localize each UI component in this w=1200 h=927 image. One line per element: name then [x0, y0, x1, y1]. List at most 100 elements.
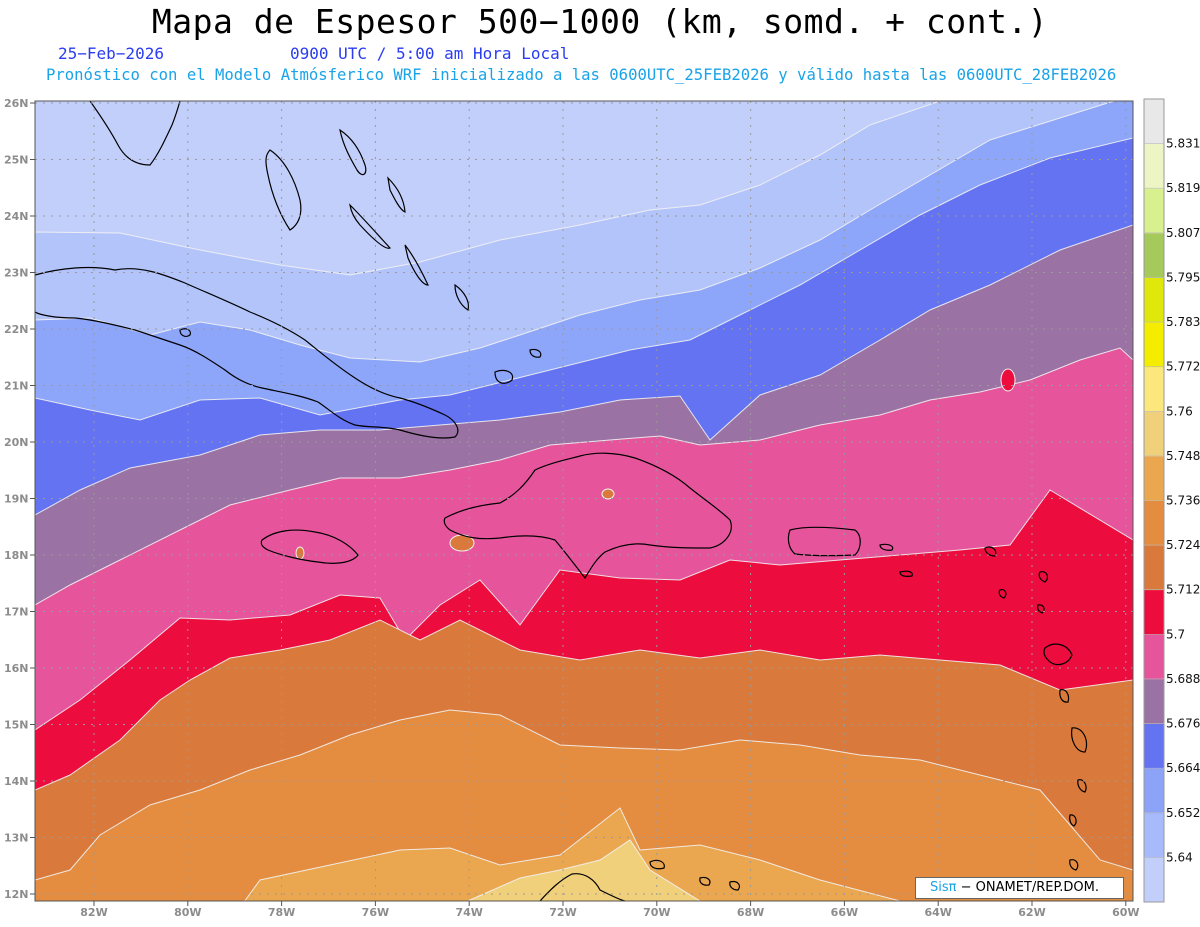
credit-box: Sisπ − ONAMET/REP.DOM. [915, 877, 1124, 899]
lat-label: 12N [4, 888, 29, 901]
colorbar-swatch [1144, 857, 1164, 903]
coastline-acklins [454, 283, 470, 311]
colorbar-label: 5.831 [1166, 137, 1200, 151]
colorbar-swatch [1144, 723, 1164, 769]
colorbar-label: 5.724 [1166, 538, 1200, 552]
lon-label: 76W [362, 906, 389, 919]
lon-label: 64W [924, 906, 951, 919]
forecast-date: 25−Feb−2026 [58, 44, 164, 63]
thickness-contour-fill [35, 101, 1133, 901]
coastline-south-america [539, 873, 626, 901]
coastline-st-croix [899, 570, 913, 577]
coastline-andros [265, 149, 302, 231]
lat-label: 14N [4, 775, 29, 788]
colorbar-swatch [1144, 589, 1164, 635]
coastline-bonaire [699, 876, 711, 886]
colorbar-swatch [1144, 99, 1164, 145]
colorbar-label: 5.64 [1166, 850, 1193, 864]
coastline-exuma [349, 203, 392, 249]
colorbar-swatch [1144, 455, 1164, 501]
coastline-guadeloupe [1043, 643, 1073, 666]
colorbar-swatch [1144, 500, 1164, 546]
coastline-isla-juventud [179, 328, 191, 337]
colorbar-label: 5.664 [1166, 761, 1200, 775]
coastlines [35, 101, 1088, 901]
forecast-time: 0900 UTC / 5:00 am Hora Local [290, 44, 570, 63]
coastline-grenada [1069, 859, 1079, 871]
colorbar-swatch [1144, 812, 1164, 858]
lat-label: 22N [4, 323, 29, 336]
lon-label: 68W [737, 906, 764, 919]
lon-label: 82W [80, 906, 107, 919]
coastline-turks [529, 348, 542, 358]
lat-label: 19N [4, 493, 29, 506]
thickness-band-5_760 [467, 839, 702, 901]
lat-label: 18N [4, 549, 29, 562]
colorbar-swatch [1144, 366, 1164, 412]
lat-label: 20N [4, 436, 29, 449]
colorbar-label: 5.795 [1166, 270, 1200, 284]
lat-lon-grid [35, 101, 1133, 901]
coastline-martinique [1071, 727, 1088, 753]
coastline-inagua [494, 369, 514, 384]
coastline-hispaniola [443, 452, 732, 580]
thickness-pocket [295, 546, 305, 560]
coastline-long-island [404, 244, 429, 286]
lat-label: 16N [4, 662, 29, 675]
colorbar-label: 5.748 [1166, 449, 1200, 463]
colorbar-label: 5.807 [1166, 226, 1200, 240]
lat-label: 25N [4, 154, 29, 167]
lon-label: 72W [549, 906, 576, 919]
lon-label: 74W [455, 906, 482, 919]
coastline-margarita [729, 880, 741, 891]
lat-label: 24N [4, 210, 29, 223]
thickness-pocket [601, 488, 615, 500]
coastline-antigua [1038, 571, 1049, 583]
colorbar-swatch [1144, 411, 1164, 457]
coastline-st-vincent [1069, 814, 1077, 827]
lat-label: 23N [4, 267, 29, 280]
colorbar-swatch [1144, 188, 1164, 234]
thickness-band-5_748 [244, 807, 904, 901]
coastline-cat-island [387, 176, 406, 213]
lat-label: 13N [4, 832, 29, 845]
map-frame [34, 100, 1134, 902]
lat-label: 26N [4, 97, 29, 110]
colorbar-label: 5.712 [1166, 583, 1200, 597]
colorbar-swatch [1144, 768, 1164, 814]
coastline-jamaica [260, 529, 359, 564]
colorbar-label: 5.736 [1166, 494, 1200, 508]
colorbar-swatch [1144, 232, 1164, 278]
thickness-band-5_736 [35, 709, 1133, 901]
colorbar-label: 5.688 [1166, 672, 1200, 686]
colorbar-label: 5.772 [1166, 360, 1200, 374]
colorbar-swatch [1144, 634, 1164, 680]
coastline-anguilla [984, 546, 997, 557]
lon-label: 80W [174, 906, 201, 919]
coastline-aruba-curacao [649, 859, 665, 870]
coastline-montserrat [1037, 604, 1045, 614]
colorbar-label: 5.76 [1166, 404, 1193, 418]
coastline-cuba [35, 266, 459, 439]
lon-label: 60W [1112, 906, 1139, 919]
lon-label: 62W [1018, 906, 1045, 919]
coastline-eleuthera [339, 128, 367, 176]
colorbar-label: 5.7 [1166, 627, 1185, 641]
latitude-labels: 26N 25N 24N 23N 22N 21N 20N 19N 18N 17N 16N 15N 14N 1… [4, 97, 35, 901]
coastline-st-lucia [1077, 779, 1087, 793]
colorbar-swatch [1144, 143, 1164, 189]
colorbar-label: 5.819 [1166, 181, 1200, 195]
lat-label: 17N [4, 606, 29, 619]
lon-label: 78W [268, 906, 295, 919]
colorbar-swatch [1144, 322, 1164, 368]
colorbar-label: 5.652 [1166, 806, 1200, 820]
thickness-pocket [1000, 368, 1016, 392]
colorbar-swatch [1144, 545, 1164, 591]
sispi-logo: Sisπ [930, 880, 957, 895]
colorbar-swatch [1144, 277, 1164, 323]
coastline-st-kitts [998, 589, 1007, 599]
model-description: Pronóstico con el Modelo Atmósferico WRF… [46, 66, 1117, 84]
coastline-dominica [1059, 689, 1070, 703]
lon-label: 66W [831, 906, 858, 919]
